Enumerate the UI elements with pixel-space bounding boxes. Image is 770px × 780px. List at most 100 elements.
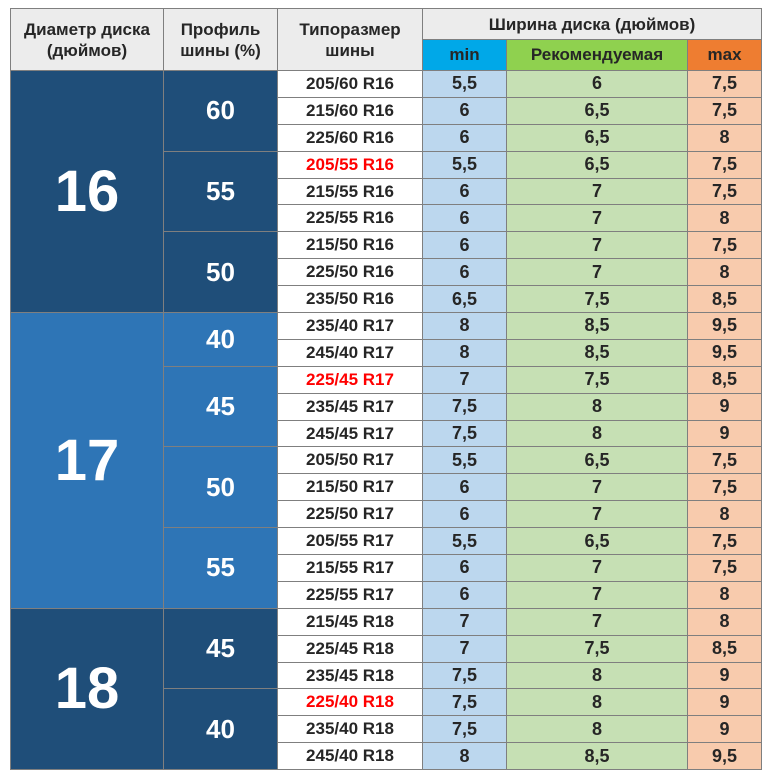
profile-cell: 45 — [163, 607, 278, 690]
tire-size-cell: 215/50 R16 — [277, 231, 423, 260]
recommended-width-cell: 8,5 — [506, 742, 688, 771]
min-width-cell: 6,5 — [422, 285, 507, 314]
tire-size-cell: 215/55 R17 — [277, 554, 423, 582]
header-max: max — [686, 39, 763, 71]
tire-size-cell: 225/55 R16 — [277, 204, 423, 233]
recommended-width-cell: 7 — [506, 231, 688, 260]
recommended-width-cell: 8 — [506, 419, 688, 448]
min-width-cell: 8 — [422, 312, 507, 340]
tire-size-cell: 225/60 R16 — [277, 123, 423, 152]
min-width-cell: 7,5 — [422, 392, 507, 421]
recommended-width-cell: 7 — [506, 554, 688, 582]
max-width-cell: 9 — [686, 688, 763, 717]
recommended-width-cell: 7,5 — [506, 634, 688, 663]
min-width-cell: 7,5 — [422, 715, 507, 744]
table-row: 55 205/55 R17 5,5 6,5 7,5 — [11, 527, 763, 609]
min-width-cell: 7,5 — [422, 688, 507, 717]
min-width-cell: 7 — [422, 365, 507, 394]
max-width-cell: 9 — [686, 392, 763, 421]
profile-cell: 50 — [163, 446, 278, 529]
table-row: 235/45 R18 7,5 8 9 — [11, 661, 763, 690]
recommended-width-cell: 7 — [506, 473, 688, 502]
max-width-cell: 9,5 — [686, 338, 763, 367]
max-width-cell: 8,5 — [686, 634, 763, 663]
tire-size-cell: 225/40 R18 — [277, 688, 423, 717]
header-size-title: Типоразмер — [299, 19, 401, 39]
table-row: 245/40 R17 8 8,5 9,5 — [11, 338, 763, 367]
table-row: 45 225/45 R17 7 7,5 8,5 — [11, 365, 763, 448]
tire-size-cell: 225/50 R16 — [277, 258, 423, 287]
table-row: 245/45 R17 7,5 8 9 — [11, 419, 763, 448]
profile-cell: 50 — [163, 231, 278, 314]
tire-size-cell: 245/45 R17 — [277, 419, 423, 448]
max-width-cell: 7,5 — [686, 473, 763, 502]
recommended-width-cell: 7 — [506, 177, 688, 206]
recommended-width-cell: 6,5 — [506, 123, 688, 152]
table-header: Диаметр диска (дюймов) Профиль шины (%) … — [10, 8, 763, 71]
tire-size-cell: 215/60 R16 — [277, 96, 423, 125]
recommended-width-cell: 7 — [506, 607, 688, 636]
table-row: 225/55 R16 6 7 8 — [11, 204, 763, 233]
table-row: 50 215/50 R16 6 7 7,5 — [11, 231, 763, 314]
tire-size-cell: 245/40 R17 — [277, 338, 423, 367]
tire-size-cell: 205/60 R16 — [277, 70, 423, 98]
min-width-cell: 6 — [422, 500, 507, 529]
table-row: 17 40 235/40 R17 8 8,5 9,5 — [10, 312, 763, 609]
table-row: 225/45 R18 7 7,5 8,5 — [11, 634, 763, 663]
min-width-cell: 6 — [422, 123, 507, 152]
recommended-width-cell: 7 — [506, 580, 688, 609]
header-width-title: Ширина диска — [488, 14, 611, 34]
table-row: 245/40 R18 8 8,5 9,5 — [11, 742, 763, 771]
diameter-cell: 16 — [10, 69, 164, 314]
min-width-cell: 7 — [422, 634, 507, 663]
profile-cell: 45 — [163, 365, 278, 448]
tire-size-cell: 215/45 R18 — [277, 607, 423, 636]
max-width-cell: 8 — [686, 258, 763, 287]
tire-size-cell: 235/45 R18 — [277, 661, 423, 690]
table-row: 225/50 R17 6 7 8 — [11, 500, 763, 529]
tire-size-cell: 215/55 R16 — [277, 177, 423, 206]
recommended-width-cell: 7 — [506, 258, 688, 287]
table-row: 18 45 215/45 R18 7 7 8 — [10, 607, 763, 771]
table-body: 16 60 205/60 R16 5,5 6 7,5 215/60 R16 6 6,5 7,5 22… — [10, 69, 763, 771]
min-width-cell: 5,5 — [422, 527, 507, 556]
min-width-cell: 6 — [422, 580, 507, 609]
max-width-cell: 9 — [686, 661, 763, 690]
max-width-cell: 8,5 — [686, 285, 763, 314]
header-profile: Профиль шины (%) — [163, 8, 278, 71]
tire-size-cell: 225/45 R18 — [277, 634, 423, 663]
tire-size-cell: 245/40 R18 — [277, 742, 423, 771]
min-width-cell: 6 — [422, 473, 507, 502]
recommended-width-cell: 8 — [506, 688, 688, 717]
diameter-cell: 18 — [10, 607, 164, 771]
min-width-cell: 8 — [422, 742, 507, 771]
header-profile-title: Профиль — [180, 19, 261, 39]
tire-size-cell: 215/50 R17 — [277, 473, 423, 502]
recommended-width-cell: 8 — [506, 392, 688, 421]
header-min: min — [422, 39, 507, 71]
table-row: 55 205/55 R16 5,5 6,5 7,5 — [11, 150, 763, 233]
table-row: 40 225/40 R18 7,5 8 9 — [11, 688, 763, 771]
profile-cell: 55 — [163, 527, 278, 609]
max-width-cell: 8 — [686, 500, 763, 529]
table-row: 225/60 R16 6 6,5 8 — [11, 123, 763, 152]
max-width-cell: 7,5 — [686, 554, 763, 582]
recommended-width-cell: 7 — [506, 500, 688, 529]
max-width-cell: 7,5 — [686, 96, 763, 125]
max-width-cell: 9 — [686, 419, 763, 448]
tire-size-cell: 205/55 R16 — [277, 150, 423, 179]
recommended-width-cell: 8,5 — [506, 312, 688, 340]
header-size: Типоразмер шины — [277, 8, 423, 71]
min-width-cell: 5,5 — [422, 150, 507, 179]
recommended-width-cell: 8 — [506, 715, 688, 744]
recommended-width-cell: 7,5 — [506, 365, 688, 394]
profile-cell: 40 — [163, 688, 278, 771]
table-row: 215/50 R17 6 7 7,5 — [11, 473, 763, 502]
min-width-cell: 6 — [422, 258, 507, 287]
max-width-cell: 8 — [686, 580, 763, 609]
table-row: 235/40 R18 7,5 8 9 — [11, 715, 763, 744]
tire-size-cell: 235/45 R17 — [277, 392, 423, 421]
header-diameter-title: Диаметр диска — [24, 19, 150, 39]
profile-cell: 55 — [163, 150, 278, 233]
min-width-cell: 5,5 — [422, 70, 507, 98]
